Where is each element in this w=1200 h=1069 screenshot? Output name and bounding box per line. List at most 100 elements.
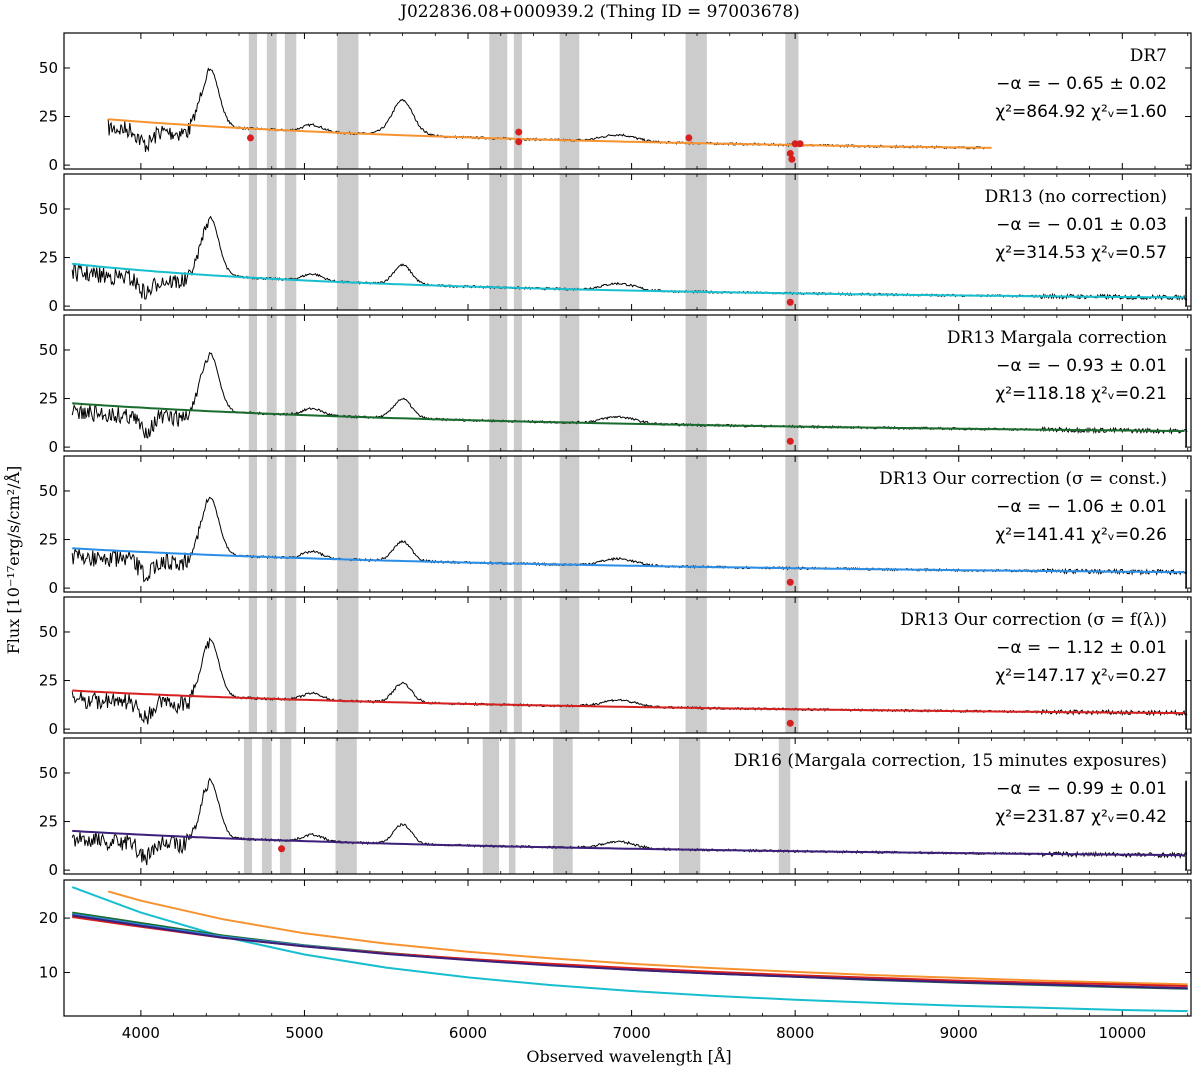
masked-band [337, 174, 359, 310]
panel-label: DR13 Our correction (σ = f(λ)) [900, 610, 1167, 630]
chi-square-value: χ²=864.92 χ²ᵥ=1.60 [995, 102, 1167, 122]
masked-band [337, 597, 359, 733]
masked-band [482, 738, 500, 874]
y-tick-label: 25 [39, 108, 58, 126]
y-tick-label: 50 [39, 341, 58, 359]
fit-curve [72, 262, 1185, 299]
fit-curve [72, 829, 1185, 857]
panel-frame [63, 455, 1192, 593]
panel-frame [63, 737, 1192, 875]
masked-band [513, 174, 522, 310]
chi-square-value: χ²=141.41 χ²ᵥ=0.26 [995, 525, 1167, 545]
rejected-point [796, 140, 804, 148]
masked-band [284, 174, 297, 310]
x-tick-label: 9000 [940, 1024, 978, 1042]
masked-band [248, 33, 258, 169]
y-tick-label: 0 [48, 438, 58, 456]
masked-band [248, 456, 258, 592]
spectrum-panel [71, 315, 1188, 451]
rejected-point [685, 134, 693, 142]
y-tick-label: 25 [39, 531, 58, 549]
masked-band [559, 33, 580, 169]
fit-curve [72, 689, 1185, 715]
y-tick-label: 25 [39, 672, 58, 690]
rejected-point [786, 437, 794, 445]
masked-band [489, 456, 508, 592]
alpha-value: −α = − 1.12 ± 0.01 [996, 638, 1167, 658]
masked-band [785, 597, 799, 733]
masked-band [685, 456, 707, 592]
masked-band [279, 738, 292, 874]
chi-square-value: χ²=118.18 χ²ᵥ=0.21 [995, 384, 1167, 404]
y-tick-label: 50 [39, 764, 58, 782]
chi-square-value: χ²=231.87 χ²ᵥ=0.42 [995, 807, 1167, 827]
masked-band [337, 33, 359, 169]
chi-square-value: χ²=147.17 χ²ᵥ=0.27 [995, 666, 1167, 686]
rejected-point [788, 155, 796, 163]
masked-band [335, 738, 357, 874]
comparison-fit-curve [72, 913, 1188, 990]
masked-band [785, 33, 799, 169]
masked-band [679, 738, 701, 874]
y-tick-label: 25 [39, 390, 58, 408]
rejected-point [786, 719, 794, 727]
spectrum-panel [107, 33, 992, 169]
masked-band [266, 33, 277, 169]
alpha-value: −α = − 0.01 ± 0.03 [996, 215, 1167, 235]
masked-band [243, 738, 253, 874]
panel-frame [63, 32, 1192, 170]
masked-band [785, 456, 799, 592]
masked-band [553, 738, 573, 874]
masked-band [559, 174, 580, 310]
panel-frame [63, 596, 1192, 734]
fit-curve [108, 118, 992, 149]
masked-band [261, 738, 272, 874]
masked-band [284, 597, 297, 733]
panel-frame [63, 314, 1192, 452]
masked-band [284, 456, 297, 592]
y-tick-label: 0 [48, 297, 58, 315]
spectrum-panel [71, 738, 1188, 874]
masked-band [559, 315, 580, 451]
panel-label: DR7 [1130, 46, 1167, 66]
rejected-point [246, 134, 254, 142]
y-tick-label: 25 [39, 813, 58, 831]
masked-band [513, 33, 522, 169]
y-axis-label: Flux [10⁻¹⁷erg/s/cm²/Å] [3, 466, 23, 655]
masked-band [559, 456, 580, 592]
rejected-point [278, 845, 286, 853]
panel-label: DR13 Margala correction [947, 328, 1167, 348]
y-tick-label: 50 [39, 482, 58, 500]
masked-band [785, 315, 799, 451]
x-tick-label: 6000 [449, 1024, 487, 1042]
masked-band [248, 315, 258, 451]
masked-band [266, 315, 277, 451]
masked-band [248, 597, 258, 733]
masked-band [489, 174, 508, 310]
y-tick-label: 0 [48, 720, 58, 738]
y-tick-label: 10 [39, 963, 58, 981]
rejected-point [786, 298, 794, 306]
masked-band [513, 315, 522, 451]
y-tick-label: 0 [48, 156, 58, 174]
comparison-fit-curve [107, 890, 1188, 986]
y-tick-label: 25 [39, 249, 58, 267]
masked-band [513, 597, 522, 733]
rejected-point [791, 140, 799, 148]
masked-band [337, 315, 359, 451]
comparison-fit-curve [71, 886, 1188, 1013]
comparison-fit-curve [72, 916, 1188, 988]
masked-band [489, 597, 508, 733]
panel-frame [63, 879, 1192, 1017]
masked-band [266, 456, 277, 592]
rejected-point [515, 128, 523, 136]
masked-band [785, 174, 799, 310]
masked-band [685, 33, 707, 169]
comparison-fit-curve [72, 911, 1188, 990]
comparison-fit-curve [72, 914, 1188, 990]
fit-curve [72, 547, 1185, 574]
panel-label: DR13 (no correction) [985, 187, 1167, 207]
x-tick-label: 10000 [1098, 1024, 1146, 1042]
y-tick-label: 20 [39, 909, 58, 927]
